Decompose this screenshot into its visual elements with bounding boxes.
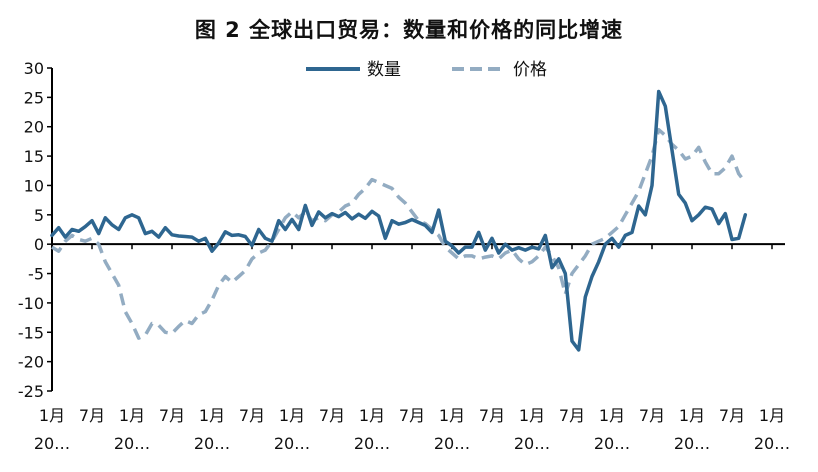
x-axis: 1月 20… 7月 1月 20… 7月 1月 20… 7月 1月 20… 7月 1月 20… 7月 1月 20…… (34, 243, 790, 453)
x-tick-label-year: 20… (754, 434, 790, 453)
y-tick-label: 5 (34, 206, 44, 225)
x-tick-label-month: 7月 (639, 406, 665, 425)
x-tick-label-month: 7月 (79, 406, 105, 425)
legend-label: 价格 (513, 60, 547, 80)
x-tick-label-year: 20… (194, 434, 230, 453)
y-tick-label: -5 (28, 265, 44, 284)
x-tick-label-month: 7月 (479, 406, 505, 425)
y-tick-label: 15 (24, 147, 44, 166)
y-tick-label: -15 (18, 323, 44, 342)
x-tick-label-month: 1月 (519, 406, 545, 425)
x-tick-label-year: 20… (274, 434, 310, 453)
x-tick-label-month: 1月 (119, 406, 145, 425)
y-tick-label: 25 (24, 88, 44, 107)
legend: 数量 价格 (306, 60, 547, 80)
x-tick-label-month: 1月 (759, 406, 785, 425)
x-tick-label-month: 7月 (719, 406, 745, 425)
x-tick-label-month: 1月 (439, 406, 465, 425)
x-tick-label-year: 20… (434, 434, 470, 453)
y-axis: 30 25 20 15 10 5 0 -5 -10 -15 -20 -25 (18, 59, 53, 401)
x-tick-label-year: 20… (594, 434, 630, 453)
y-tick-label: 20 (24, 118, 44, 137)
y-tick-label: -10 (18, 294, 44, 313)
x-tick-label-month: 1月 (599, 406, 625, 425)
y-tick-label: -20 (18, 353, 44, 372)
chart-title: 图 2 全球出口贸易：数量和价格的同比增速 (194, 18, 624, 42)
x-tick-label-month: 1月 (279, 406, 305, 425)
series-line-price (51, 127, 747, 340)
x-tick-label-month: 1月 (39, 406, 65, 425)
x-tick-label-year: 20… (34, 434, 70, 453)
series-line-quantity (50, 89, 748, 352)
y-tick-label: -25 (18, 382, 44, 401)
x-tick-label-month: 7月 (559, 406, 585, 425)
x-tick-label-year: 20… (114, 434, 150, 453)
x-tick-label-month: 7月 (159, 406, 185, 425)
x-tick-label-year: 20… (674, 434, 710, 453)
x-tick-label-month: 7月 (399, 406, 425, 425)
x-tick-label-month: 7月 (319, 406, 345, 425)
x-tick-label-year: 20… (354, 434, 390, 453)
x-tick-label-month: 1月 (679, 406, 705, 425)
legend-label: 数量 (367, 60, 401, 80)
x-tick-label-month: 1月 (199, 406, 225, 425)
x-tick-label-month: 7月 (239, 406, 265, 425)
x-tick-label-year: 20… (514, 434, 550, 453)
series-layer (50, 89, 748, 352)
y-tick-label: 10 (24, 176, 44, 195)
y-tick-label: 0 (34, 235, 44, 254)
x-tick-label-month: 1月 (359, 406, 385, 425)
y-tick-label: 30 (24, 59, 44, 78)
